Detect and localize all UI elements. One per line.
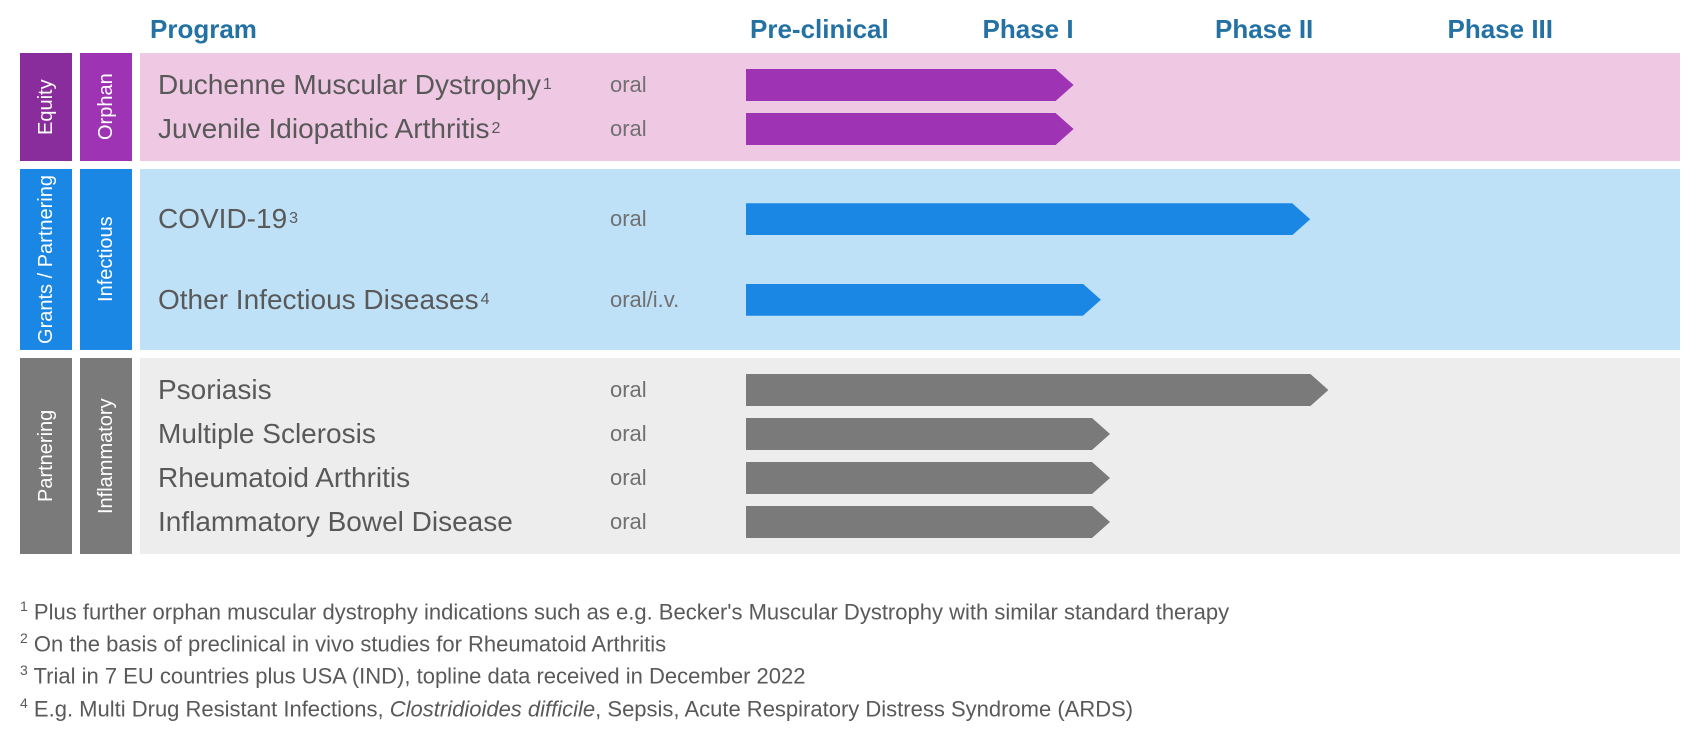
header-spacer bbox=[20, 10, 72, 53]
program-bar-cell bbox=[734, 500, 1680, 544]
program-name: Juvenile Idiopathic Arthritis2 bbox=[140, 107, 610, 151]
program-route: oral/i.v. bbox=[610, 259, 734, 339]
program-name: Other Infectious Diseases4 bbox=[140, 259, 610, 339]
progress-arrow bbox=[746, 506, 1110, 538]
footnote: 1 Plus further orphan muscular dystrophy… bbox=[20, 596, 1680, 628]
program-name: Inflammatory Bowel Disease bbox=[140, 500, 610, 544]
program-bar-cell bbox=[734, 107, 1680, 151]
pipeline-chart: Program Pre-clinicalPhase IPhase IIPhase … bbox=[20, 10, 1680, 562]
footnote-text: E.g. Multi Drug Resistant Infections, Cl… bbox=[34, 696, 1133, 721]
phase-label: Phase III bbox=[1448, 10, 1681, 53]
program-name: Duchenne Muscular Dystrophy1 bbox=[140, 63, 610, 107]
group-body: COVID-193oralOther Infectious Diseases4o… bbox=[140, 169, 1680, 350]
footnotes: 1 Plus further orphan muscular dystrophy… bbox=[20, 596, 1680, 725]
phase-label: Pre-clinical bbox=[750, 10, 983, 53]
group-body: Psoriasis oral Multiple Sclerosis oral Rheum… bbox=[140, 358, 1680, 554]
group-funding-label: Grants / Partnering bbox=[20, 169, 72, 350]
program-route: oral bbox=[610, 368, 734, 412]
group-category-label: Orphan bbox=[80, 53, 132, 161]
footnote-text: On the basis of preclinical in vivo stud… bbox=[34, 632, 666, 657]
footnote-number: 3 bbox=[20, 662, 28, 678]
group-category-label: Infectious bbox=[80, 169, 132, 350]
progress-arrow bbox=[746, 69, 1074, 101]
footnote-text: Plus further orphan muscular dystrophy i… bbox=[34, 599, 1229, 624]
program-name-text: Juvenile Idiopathic Arthritis bbox=[158, 113, 490, 145]
group-funding-label: Partnering bbox=[20, 358, 72, 554]
footnote: 2 On the basis of preclinical in vivo st… bbox=[20, 628, 1680, 660]
program-name-text: Duchenne Muscular Dystrophy bbox=[158, 69, 541, 101]
program-bar-cell bbox=[734, 412, 1680, 456]
progress-arrow bbox=[746, 113, 1074, 145]
program-footnote-ref: 1 bbox=[543, 76, 552, 94]
program-name-text: Multiple Sclerosis bbox=[158, 418, 376, 450]
progress-arrow bbox=[746, 203, 1310, 235]
footnote-number: 4 bbox=[20, 695, 28, 711]
program-footnote-ref: 4 bbox=[481, 291, 490, 309]
program-route: oral bbox=[610, 456, 734, 500]
program-bar-cell bbox=[734, 63, 1680, 107]
program-route: oral bbox=[610, 412, 734, 456]
footnote-number: 1 bbox=[20, 598, 28, 614]
program-name-text: Other Infectious Diseases bbox=[158, 284, 479, 316]
program-name: COVID-193 bbox=[140, 179, 610, 259]
progress-arrow bbox=[746, 374, 1328, 406]
program-name: Multiple Sclerosis bbox=[140, 412, 610, 456]
group-category-label: Inflammatory bbox=[80, 358, 132, 554]
progress-arrow bbox=[746, 284, 1101, 316]
group-spacer bbox=[20, 350, 1680, 358]
header-phases: Pre-clinicalPhase IPhase IIPhase III bbox=[750, 10, 1680, 53]
phase-label: Phase I bbox=[983, 10, 1216, 53]
program-bar-cell bbox=[734, 179, 1680, 259]
program-name-text: Psoriasis bbox=[158, 374, 272, 406]
program-name-text: COVID-19 bbox=[158, 203, 287, 235]
program-name: Rheumatoid Arthritis bbox=[140, 456, 610, 500]
group-body: Duchenne Muscular Dystrophy1oralJuvenile… bbox=[140, 53, 1680, 161]
progress-arrow bbox=[746, 418, 1110, 450]
program-route: oral bbox=[610, 179, 734, 259]
phase-label: Phase II bbox=[1215, 10, 1448, 53]
header-program: Program bbox=[140, 10, 610, 53]
program-route: oral bbox=[610, 63, 734, 107]
program-route: oral bbox=[610, 107, 734, 151]
program-footnote-ref: 2 bbox=[492, 120, 501, 138]
program-route: oral bbox=[610, 500, 734, 544]
footnote-number: 2 bbox=[20, 630, 28, 646]
program-name: Psoriasis bbox=[140, 368, 610, 412]
group-funding-label: Equity bbox=[20, 53, 72, 161]
header-spacer bbox=[80, 10, 132, 53]
group-spacer bbox=[20, 554, 1680, 562]
footnote: 3 Trial in 7 EU countries plus USA (IND)… bbox=[20, 660, 1680, 692]
program-footnote-ref: 3 bbox=[289, 210, 298, 228]
program-name-text: Rheumatoid Arthritis bbox=[158, 462, 410, 494]
program-name-text: Inflammatory Bowel Disease bbox=[158, 506, 513, 538]
footnote-text: Trial in 7 EU countries plus USA (IND), … bbox=[34, 664, 806, 689]
header-spacer bbox=[618, 10, 742, 53]
program-bar-cell bbox=[734, 368, 1680, 412]
progress-arrow bbox=[746, 462, 1110, 494]
program-bar-cell bbox=[734, 259, 1680, 339]
group-spacer bbox=[20, 161, 1680, 169]
program-bar-cell bbox=[734, 456, 1680, 500]
footnote: 4 E.g. Multi Drug Resistant Infections, … bbox=[20, 693, 1680, 725]
